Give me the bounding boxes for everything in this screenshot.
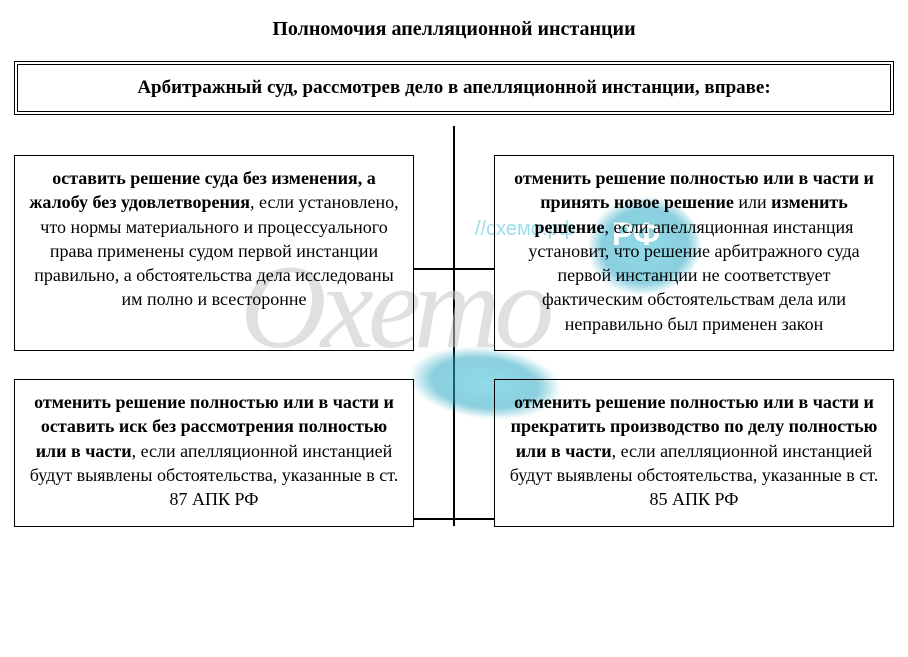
row-2: отменить решение полностью или в части и… xyxy=(14,379,894,526)
cell-top-right: отменить решение полностью или в части и… xyxy=(494,155,894,351)
diagram-grid: оставить решение суда без изменения, а ж… xyxy=(14,155,894,527)
page-title: Полномочия апелляционной инстанции xyxy=(0,18,908,41)
cell-top-right-mid: или xyxy=(734,192,771,212)
cell-top-left: оставить решение суда без изменения, а ж… xyxy=(14,155,414,351)
header-box: Арбитражный суд, рассмотрев дело в апелл… xyxy=(14,61,894,115)
row-1: оставить решение суда без изменения, а ж… xyxy=(14,155,894,351)
cell-bottom-left: отменить решение полностью или в части и… xyxy=(14,379,414,526)
cell-bottom-right: отменить решение полностью или в части и… xyxy=(494,379,894,526)
